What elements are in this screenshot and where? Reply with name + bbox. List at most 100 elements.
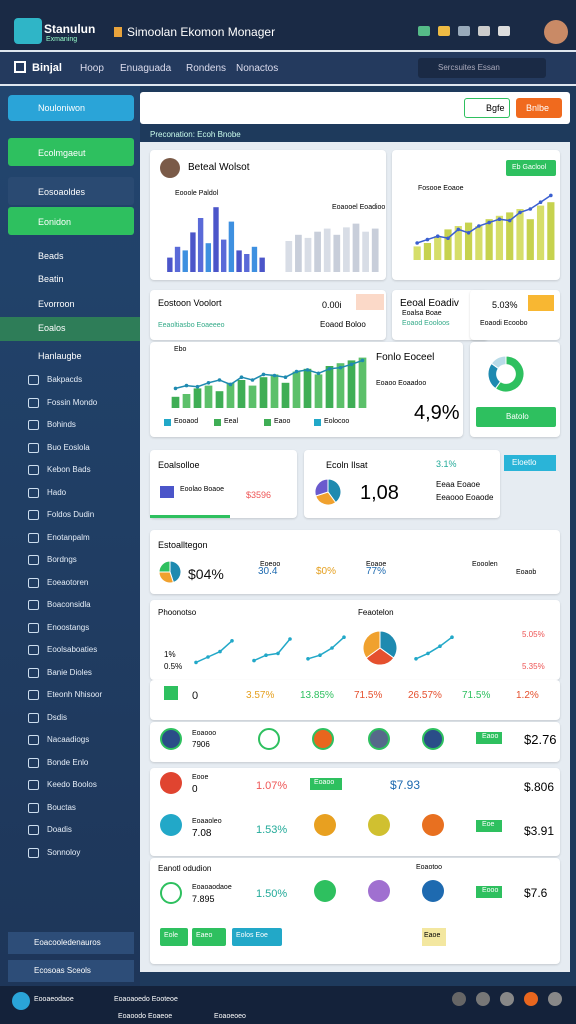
toolbar-button[interactable] xyxy=(516,98,562,118)
sidebar-link[interactable]: Fossin Mondo xyxy=(47,397,98,407)
list-name: Eoaaoleo xyxy=(192,818,222,825)
sidebar-footer-label[interactable]: Ecosoas Sceols xyxy=(34,966,91,975)
sidebar-group-label[interactable]: Ecolmgaeut xyxy=(38,148,86,158)
sidebar-group[interactable] xyxy=(8,207,134,235)
avatar[interactable] xyxy=(544,20,568,44)
taskbar-tab[interactable]: Eoaoodo Eoaeoe xyxy=(118,1013,173,1020)
link[interactable]: Eoaob xyxy=(516,569,537,576)
legend-swatch xyxy=(314,419,321,426)
point xyxy=(456,227,461,232)
sidebar-link[interactable]: Boaconsidla xyxy=(47,600,91,609)
menu-icon[interactable] xyxy=(14,61,26,73)
sidebar-link[interactable]: Bakpacds xyxy=(47,375,83,384)
summary-value: 77% xyxy=(366,566,387,577)
search-placeholder[interactable]: Sercsuites Essan xyxy=(438,63,500,72)
tray-icon[interactable] xyxy=(500,992,514,1006)
button-label[interactable]: Eaeo xyxy=(196,932,213,939)
sidebar-group-label[interactable]: Eosoaoldes xyxy=(38,187,86,197)
nav-link[interactable]: Nonactos xyxy=(236,63,279,74)
point xyxy=(239,375,244,379)
toolbar-icon[interactable] xyxy=(478,26,490,36)
button[interactable] xyxy=(160,928,188,946)
sidebar-icon xyxy=(28,645,39,655)
sidebar-link[interactable]: Kebon Bads xyxy=(47,465,91,474)
bar-chart xyxy=(167,207,265,272)
tray-icon[interactable] xyxy=(452,992,466,1006)
button-label[interactable]: Eb Gaclool xyxy=(512,164,547,171)
sidebar-item[interactable]: Eoalos xyxy=(38,323,66,333)
sidebar-footer-label[interactable]: Eoacooledenauros xyxy=(34,938,101,947)
sidebar-item[interactable]: Beads xyxy=(38,251,64,261)
sidebar-group[interactable] xyxy=(8,138,134,166)
sidebar-link[interactable]: Hado xyxy=(47,487,67,497)
toolbar-icon[interactable] xyxy=(458,26,470,36)
button[interactable] xyxy=(476,407,556,427)
primary-label[interactable]: Nouloniwon xyxy=(38,103,86,113)
taskbar-item[interactable]: Eoaoaoedo Eooteoe xyxy=(114,996,178,1003)
sidebar-item[interactable]: Evorroon xyxy=(38,299,75,309)
toolbar-icon[interactable] xyxy=(498,26,510,36)
sidebar-link[interactable]: Eoeaotoren xyxy=(47,577,89,587)
combo-chart xyxy=(413,193,555,260)
toolbar-icon[interactable] xyxy=(438,26,450,36)
toolbar-button-label[interactable]: Bgfe xyxy=(486,103,505,113)
search-box[interactable] xyxy=(418,58,546,78)
sidebar-link[interactable]: Bohinds xyxy=(47,420,76,429)
sidebar-footer-item[interactable] xyxy=(8,932,134,954)
button-label[interactable]: Eloetlo xyxy=(512,458,537,467)
summary-value: 30.4 xyxy=(258,566,278,577)
sidebar-link[interactable]: Banie Dioles xyxy=(47,667,92,677)
sidebar-link[interactable]: Buo Eoslola xyxy=(47,442,90,452)
point xyxy=(549,193,553,198)
sidebar-link[interactable]: Sonnoloy xyxy=(47,847,81,857)
chart-title: Fonlo Eoceel xyxy=(376,352,435,363)
button-label[interactable]: Eolos Eoe xyxy=(236,932,268,939)
button-label[interactable]: Batolo xyxy=(506,412,529,421)
button[interactable] xyxy=(504,455,556,471)
badge xyxy=(476,732,502,744)
sidebar-link[interactable]: Bouctas xyxy=(47,802,76,812)
primary-button[interactable] xyxy=(8,95,134,121)
sidebar-link[interactable]: Doadis xyxy=(47,825,72,834)
button-label[interactable]: Eole xyxy=(164,932,179,939)
button[interactable] xyxy=(506,160,556,176)
toolbar-button[interactable] xyxy=(464,98,510,118)
tray-icon[interactable] xyxy=(548,992,562,1006)
toolbar-icon[interactable] xyxy=(418,26,430,36)
toolbar-button-label[interactable]: Bnlbe xyxy=(526,103,550,113)
tray-icon[interactable] xyxy=(476,992,490,1006)
sparkline xyxy=(414,635,454,661)
card-link: Eoaotoo xyxy=(416,864,443,871)
pie-slice xyxy=(379,630,398,659)
nav-link[interactable]: Enuaguada xyxy=(120,63,172,74)
sidebar-link[interactable]: Enotanpalm xyxy=(47,532,90,542)
taskbar-tab[interactable]: Eoaoeoeo xyxy=(214,1013,246,1020)
sidebar-link[interactable]: Keedo Boolos xyxy=(47,780,97,789)
point xyxy=(538,200,543,204)
sidebar-footer-item[interactable] xyxy=(8,960,134,982)
button[interactable] xyxy=(192,928,226,946)
sidebar-group[interactable] xyxy=(8,177,134,205)
sidebar-link[interactable]: Foldos Dudin xyxy=(47,510,95,519)
sidebar-link[interactable]: Dsdis xyxy=(47,712,68,722)
nav-link[interactable]: Hoop xyxy=(80,63,104,74)
sidebar-group-label[interactable]: Eonidon xyxy=(38,217,72,227)
metric-value: 26.57% xyxy=(408,690,442,701)
sidebar-link[interactable]: Enoostangs xyxy=(47,622,90,632)
start-button[interactable] xyxy=(12,992,30,1010)
tray-icon[interactable] xyxy=(524,992,538,1006)
sidebar-link[interactable]: Eteonh Nhisoor xyxy=(47,690,103,699)
sidebar-link[interactable]: Bordngs xyxy=(47,555,77,564)
taskbar-item[interactable]: Eooaeodaoe xyxy=(34,996,74,1003)
nav-link[interactable]: Rondens xyxy=(186,63,227,74)
bar xyxy=(314,374,323,408)
bar xyxy=(292,371,301,408)
list-name: Eooe xyxy=(192,774,209,781)
sidebar-link[interactable]: Bonde Enlo xyxy=(47,757,89,767)
bar xyxy=(333,234,341,272)
bar xyxy=(244,254,250,272)
button[interactable] xyxy=(232,928,282,946)
sidebar-item[interactable]: Beatin xyxy=(38,274,64,284)
sidebar-link[interactable]: Eoolsaboaties xyxy=(47,645,98,654)
sidebar-link[interactable]: Nacaadiogs xyxy=(47,735,90,744)
